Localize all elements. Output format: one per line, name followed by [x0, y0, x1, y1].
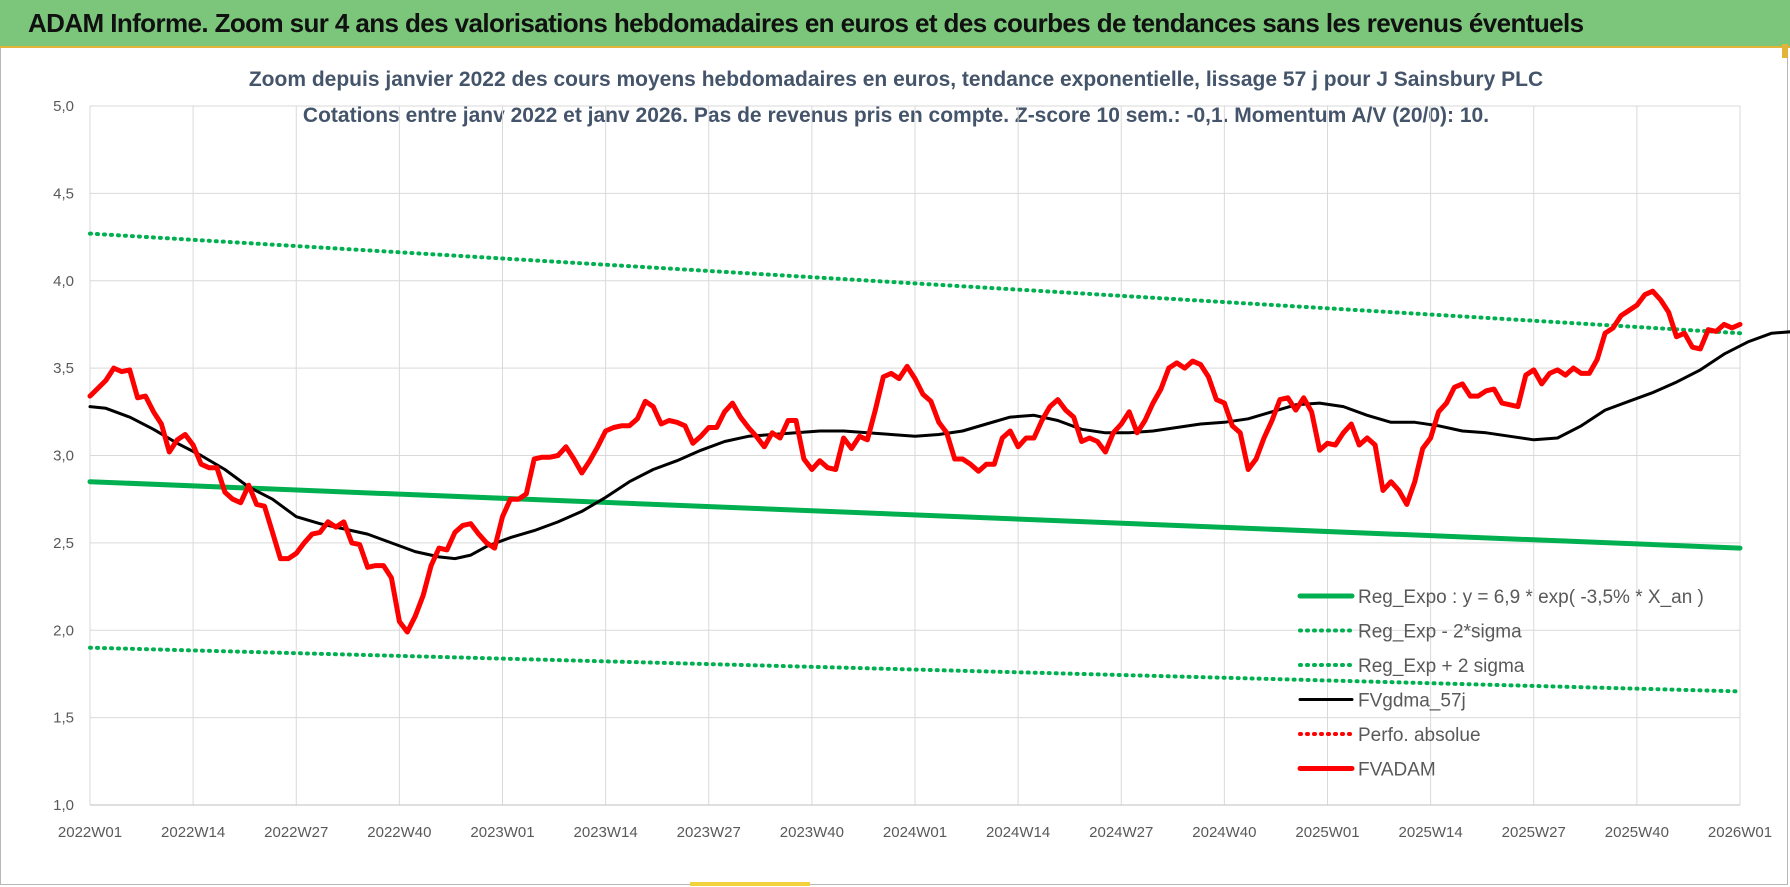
x-tick-label: 2025W01 [1295, 824, 1359, 841]
x-tick-label: 2022W14 [161, 824, 225, 841]
legend-label: Reg_Exp + 2 sigma [1358, 656, 1525, 677]
x-tick-label: 2023W01 [470, 824, 534, 841]
y-tick-label: 4,0 [53, 273, 74, 290]
report-banner: ADAM Informe. Zoom sur 4 ans des valoris… [0, 0, 1790, 48]
x-tick-label: 2025W40 [1605, 824, 1669, 841]
series-line-0 [87, 479, 1743, 551]
x-tick-label: 2022W27 [264, 824, 328, 841]
report-title: ADAM Informe. Zoom sur 4 ans des valoris… [28, 8, 1584, 38]
legend: Reg_Expo : y = 6,9 * exp( -3,5% * X_an )… [1297, 587, 1704, 781]
x-tick-label: 2023W14 [574, 824, 638, 841]
y-tick-label: 2,5 [53, 535, 74, 552]
x-tick-label: 2024W14 [986, 824, 1050, 841]
x-tick-label: 2024W27 [1089, 824, 1153, 841]
x-tick-label: 2025W14 [1399, 824, 1463, 841]
x-tick-label: 2024W01 [883, 824, 947, 841]
y-tick-label: 2,0 [53, 622, 74, 639]
series-line-1 [88, 645, 1742, 694]
grid-lines [89, 105, 1741, 806]
legend-label: FVgdma_57j [1358, 691, 1466, 712]
x-tick-label: 2023W27 [677, 824, 741, 841]
price-chart: Zoom depuis janvier 2022 des cours moyen… [53, 68, 1790, 841]
y-tick-label: 1,0 [53, 797, 74, 814]
chart-subtitle: Cotations entre janv 2022 et janv 2026. … [303, 104, 1489, 127]
x-tick-label: 2024W40 [1192, 824, 1256, 841]
legend-label: Perfo. absolue [1358, 725, 1481, 746]
series-line-2 [88, 231, 1742, 336]
y-axis: 1,0 1,5 2,0 2,5 3,0 3,5 4,0 4,5 5,0 [53, 98, 74, 814]
y-tick-label: 3,5 [53, 360, 74, 377]
corner-marker [1782, 44, 1788, 58]
x-tick-label: 2023W40 [780, 824, 844, 841]
y-tick-label: 5,0 [53, 98, 74, 115]
y-tick-label: 4,5 [53, 185, 74, 202]
legend-label: Reg_Expo : y = 6,9 * exp( -3,5% * X_an ) [1358, 587, 1704, 608]
legend-label: Reg_Exp - 2*sigma [1358, 622, 1522, 643]
x-tick-label: 2022W40 [367, 824, 431, 841]
x-axis: 2022W01 2022W14 2022W27 2022W40 2023W01 2023W… [58, 804, 1772, 841]
x-tick-label: 2026W01 [1708, 824, 1772, 841]
x-tick-label: 2022W01 [58, 824, 122, 841]
y-tick-label: 1,5 [53, 710, 74, 727]
x-tick-label: 2025W27 [1502, 824, 1566, 841]
series-layer [87, 231, 1790, 694]
series-line-5 [87, 288, 1743, 635]
bottom-marker [690, 882, 810, 886]
series-line-3 [88, 330, 1790, 561]
legend-label: FVADAM [1358, 760, 1436, 781]
chart-title: Zoom depuis janvier 2022 des cours moyen… [249, 68, 1543, 91]
y-tick-label: 3,0 [53, 448, 74, 465]
